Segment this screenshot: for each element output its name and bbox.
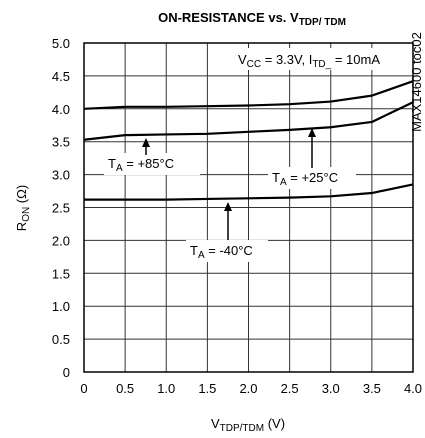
x-axis-label-sub: TDP/TDM [220,423,264,434]
annotation-sub: A [198,250,205,261]
y-tick-label: 2.5 [52,201,70,216]
arrow-head [308,128,316,137]
arrow-head [142,138,150,147]
annotation-part: T [190,243,198,258]
annotation-part: T [108,156,116,171]
x-tick-label: 3.0 [322,381,340,396]
y-tick-label: 4.5 [52,69,70,84]
y-axis-label-part: R [14,222,29,231]
chart-title: ON-RESISTANCE vs. VTDP/ TDM [158,10,346,28]
y-tick-label: 0 [63,365,70,380]
x-tick-label: 1.5 [198,381,216,396]
annotation: TA = +85°C [108,156,174,174]
x-tick-label: 0.5 [116,381,134,396]
conditions-label-part: = 10mA [331,52,380,67]
x-tick-label: 2.5 [281,381,299,396]
x-tick-label: 4.0 [404,381,422,396]
y-tick-label: 3.0 [52,168,70,183]
label-background [104,153,200,175]
plot-frame [83,42,414,373]
x-tick-label: 3.5 [363,381,381,396]
series-line [83,101,414,141]
annotation-part: T [272,170,280,185]
y-axis-label-part: (Ω) [14,185,29,207]
label-background [186,240,268,262]
series-line [83,80,414,110]
annotation: TA = +25°C [272,170,338,188]
x-tick-label: 1.0 [157,381,175,396]
x-axis-label: VTDP/TDM (V) [211,416,285,434]
x-axis-label-part: (V) [264,416,285,431]
annotation-part: = +85°C [123,156,174,171]
arrow-head [224,202,232,211]
annotation-sub: A [116,163,123,174]
conditions-label: VCC = 3.3V, ITD_ = 10mA [238,52,380,70]
label-background [232,48,410,70]
conditions-label-sub: CC [247,59,261,70]
conditions-label-part: V [238,52,247,67]
y-tick-label: 4.0 [52,102,70,117]
y-axis-label-sub: ON [21,207,32,222]
conditions-label-part: = 3.3V, I [261,52,312,67]
y-tick-label: 5.0 [52,36,70,51]
chart-title-sub: TDP/ TDM [299,17,346,28]
annotation-sub: A [280,177,287,188]
x-tick-label: 0 [80,381,87,396]
y-tick-label: 1.0 [52,299,70,314]
chart-title-part: ON-RESISTANCE vs. V [158,10,299,25]
conditions-label-sub: TD_ [312,59,331,70]
y-tick-label: 2.0 [52,233,70,248]
side-note: MAX14600 toc02 [409,32,424,132]
label-background [268,167,356,189]
annotation-part: = +25°C [287,170,338,185]
y-tick-label: 0.5 [52,332,70,347]
annotation: TA = -40°C [190,243,253,261]
y-axis-label: RON (Ω) [14,185,32,231]
annotation-part: = -40°C [205,243,253,258]
y-tick-label: 3.5 [52,135,70,150]
x-tick-label: 2.0 [239,381,257,396]
series-line [84,183,414,201]
y-tick-label: 1.5 [52,266,70,281]
x-axis-label-part: V [211,416,220,431]
